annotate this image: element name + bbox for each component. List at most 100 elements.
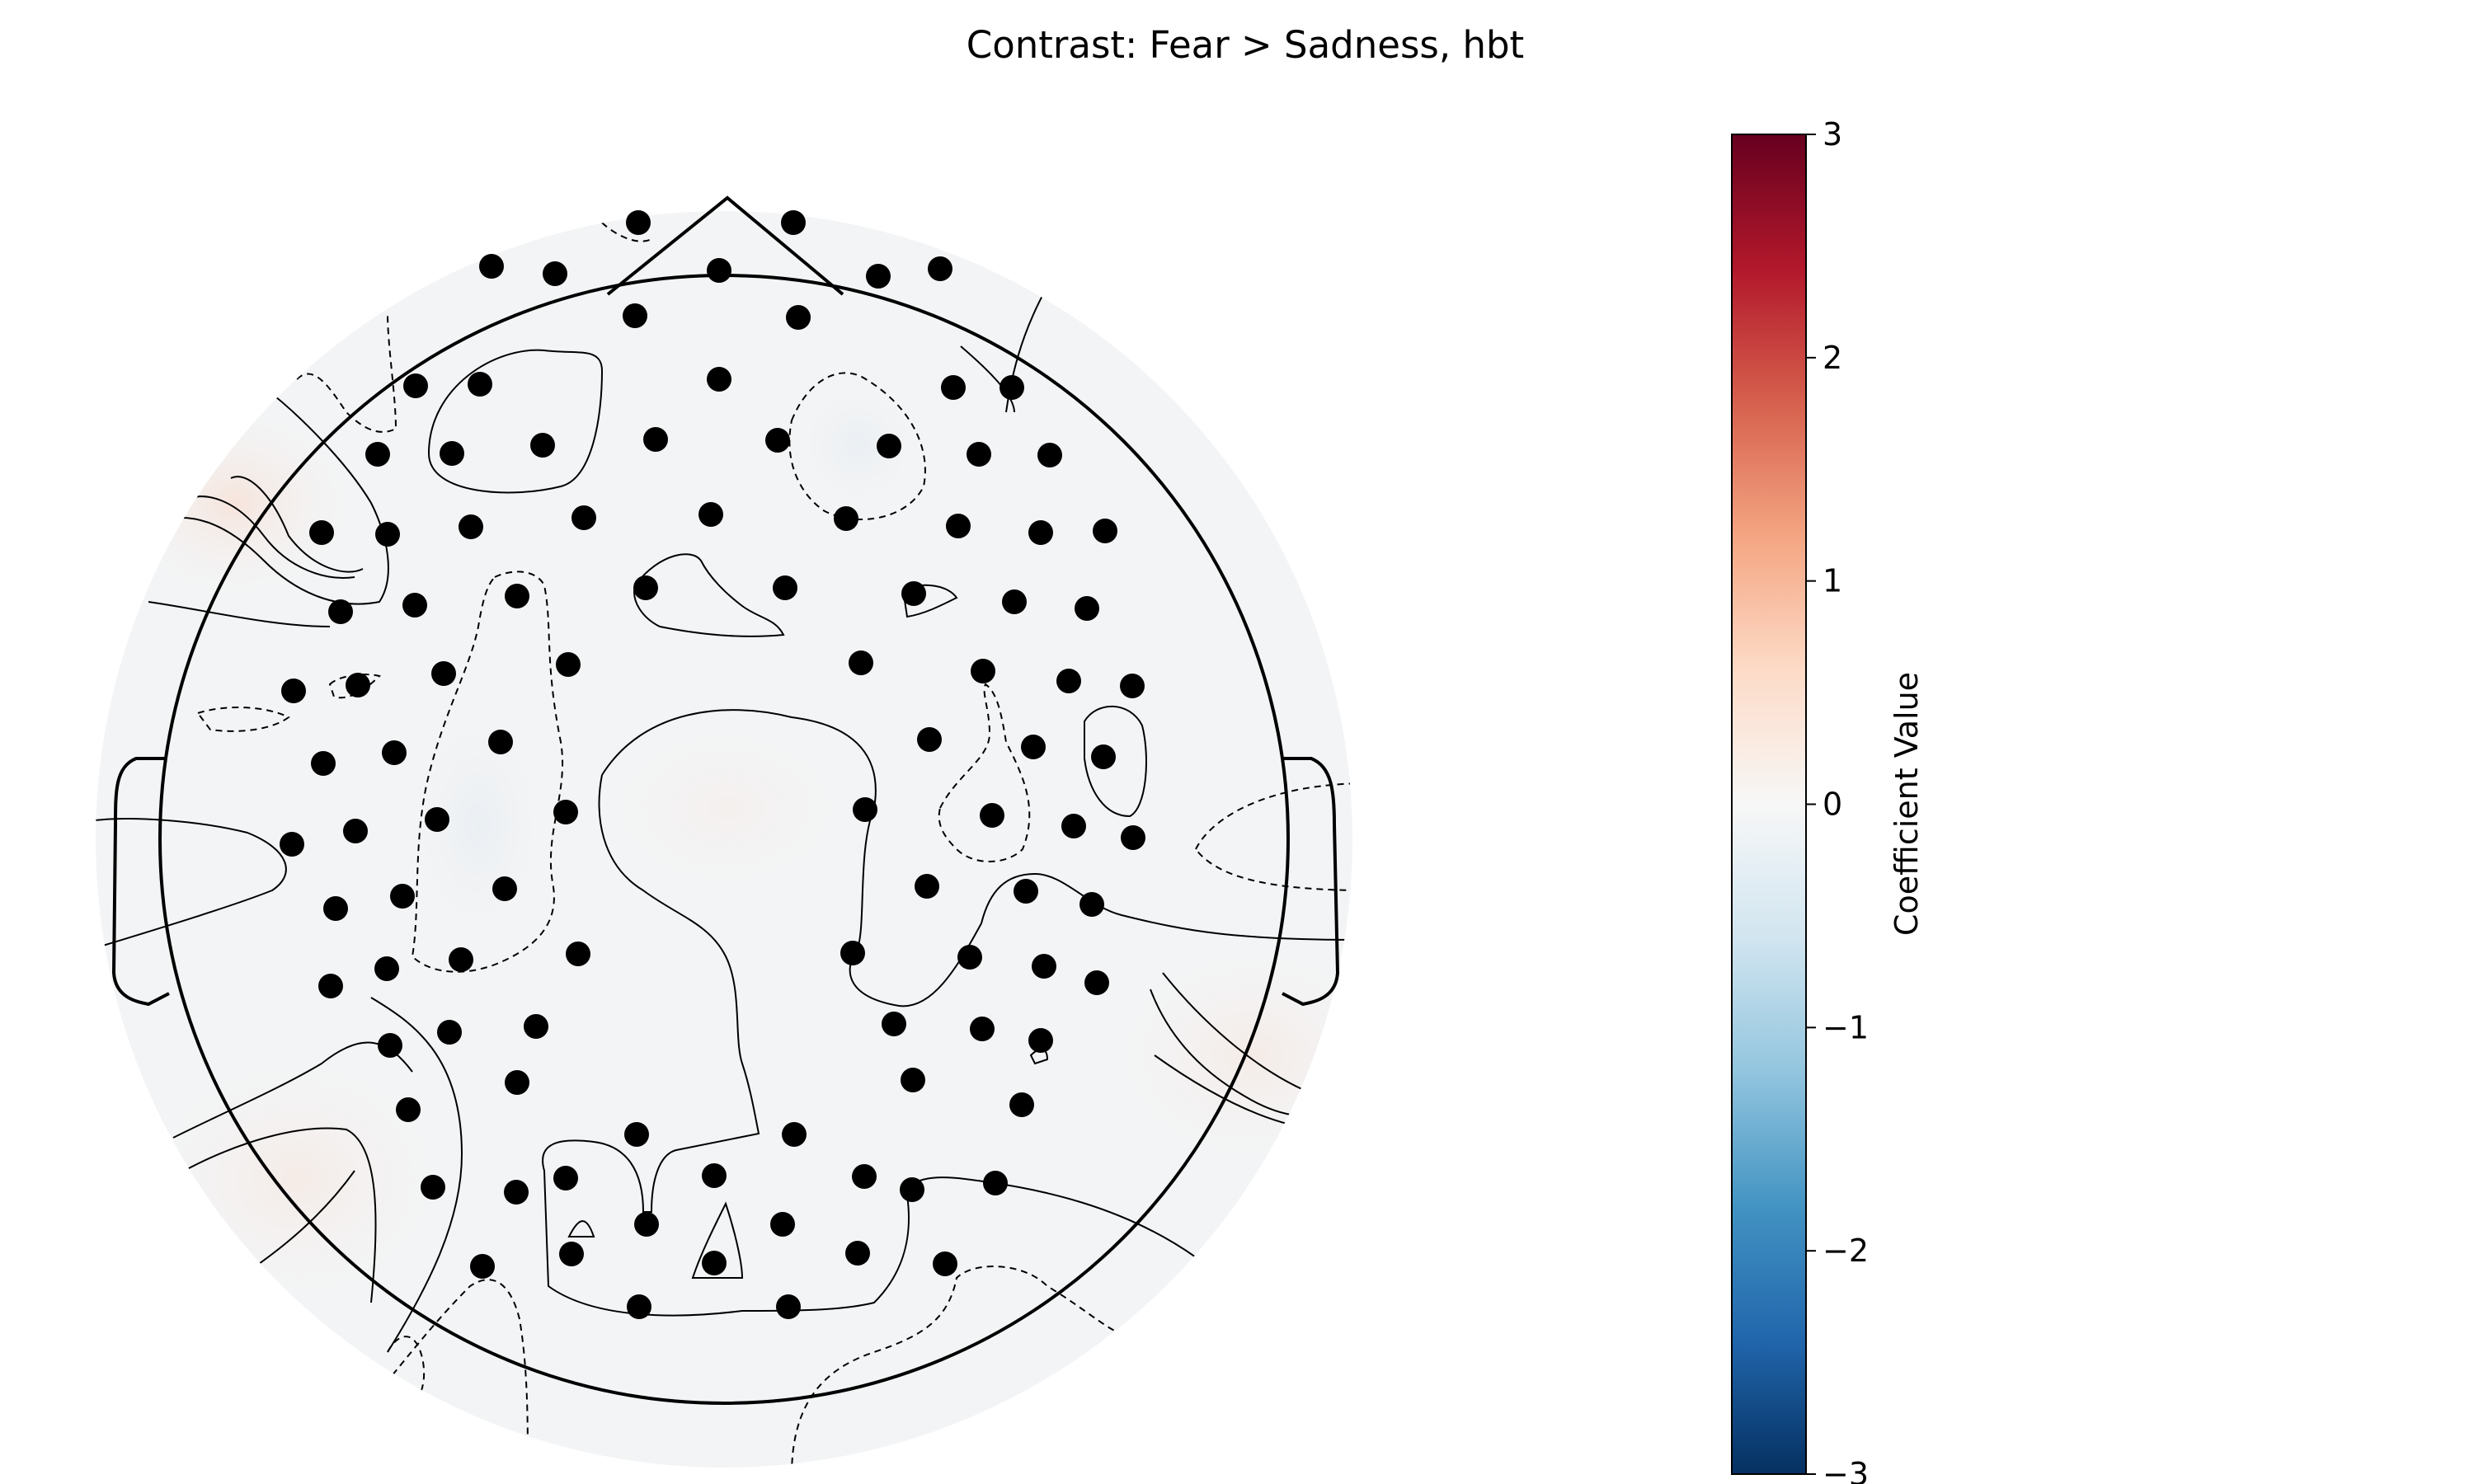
sensor-dot xyxy=(504,1180,529,1205)
sensor-dot xyxy=(1091,744,1116,769)
sensor-dot xyxy=(845,1241,870,1266)
contour-line xyxy=(960,345,1015,413)
sensor-dot xyxy=(1002,589,1027,614)
colorbar-tick-label: 0 xyxy=(1823,787,1842,823)
sensor-dot xyxy=(530,433,555,458)
sensor-dot xyxy=(626,210,651,235)
sensor-dot xyxy=(707,258,731,283)
sensor-dot xyxy=(390,884,415,909)
warm-region-right-posterior xyxy=(1105,940,1352,1171)
contour-line xyxy=(96,818,287,949)
sensor-dot xyxy=(556,652,581,677)
contour-line xyxy=(567,1220,595,1237)
sensor-dot xyxy=(488,730,513,754)
sensor-dot xyxy=(634,1212,659,1237)
sensor-dot xyxy=(901,1068,925,1092)
sensor-dot xyxy=(1014,879,1038,904)
sensor-dot xyxy=(643,427,668,452)
left-ear-outline xyxy=(111,757,170,1007)
sensor-dot xyxy=(421,1175,445,1200)
sensor-dot xyxy=(382,740,407,765)
sensor-dot xyxy=(1009,1092,1034,1117)
sensor-dot xyxy=(698,502,723,527)
sensor-dot xyxy=(403,373,428,398)
contour-line xyxy=(176,495,355,579)
sensor-dot xyxy=(624,1122,649,1147)
contour-line-negative xyxy=(601,222,652,242)
sensor-dot xyxy=(437,1020,462,1045)
sensor-dot xyxy=(479,254,504,279)
sensor-dot xyxy=(623,303,647,328)
sensor-dot xyxy=(553,1166,578,1190)
contour-line xyxy=(901,584,958,618)
sensor-dot xyxy=(559,1242,584,1266)
sensor-dot xyxy=(374,956,399,981)
negative-contour-lines xyxy=(196,222,1352,1468)
sensor-dot xyxy=(773,575,797,600)
sensor-dot xyxy=(782,1122,807,1147)
sensor-dot xyxy=(470,1254,495,1279)
sensor-dot xyxy=(967,442,991,467)
sensor-dot xyxy=(1028,1028,1053,1053)
contour-line-negative xyxy=(788,372,926,520)
sensor-dot xyxy=(781,210,806,235)
sensor-dot xyxy=(346,673,370,697)
contour-line xyxy=(601,709,1352,1007)
sensor-dot xyxy=(1093,519,1117,543)
sensor-dot xyxy=(492,876,517,901)
contour-line xyxy=(139,387,389,605)
sensor-dot xyxy=(915,874,939,899)
sensor-dot xyxy=(1037,443,1062,467)
nose-outline xyxy=(606,195,844,296)
sensor-dot xyxy=(882,1012,906,1036)
sensor-dot xyxy=(776,1294,801,1319)
sensor-dot xyxy=(459,514,483,539)
sensor-dot xyxy=(505,584,529,608)
contour-line xyxy=(156,1127,377,1303)
sensor-dot xyxy=(343,819,368,843)
colorbar-tick-label: 3 xyxy=(1823,116,1842,153)
sensor-dot xyxy=(627,1294,651,1319)
colorbar-tick-label: 1 xyxy=(1823,563,1842,599)
sensor-dot xyxy=(449,947,473,972)
sensor-dot xyxy=(1056,669,1081,693)
contour-line-negative xyxy=(354,1279,529,1468)
sensor-dot xyxy=(309,520,334,545)
cool-region-left-central xyxy=(396,684,561,965)
warm-region-left-frontal xyxy=(111,404,359,602)
sensor-dot xyxy=(280,832,304,857)
contour-line xyxy=(633,553,785,637)
chart-title: Contrast: Fear > Sadness, hbt xyxy=(967,23,1524,67)
sensor-dot xyxy=(318,974,343,998)
sensor-dot xyxy=(900,1177,924,1202)
sensor-dot xyxy=(901,581,926,606)
contour-line xyxy=(230,476,364,573)
sensor-dot xyxy=(1120,674,1145,698)
sensor-dot xyxy=(933,1252,957,1276)
sensor-dot xyxy=(378,1033,402,1058)
sensor-dot xyxy=(917,727,942,752)
sensor-markers xyxy=(280,210,1145,1319)
contour-line-negative xyxy=(387,1336,426,1402)
sensor-dot xyxy=(707,367,731,392)
sensor-dot xyxy=(468,372,492,397)
sensor-dot xyxy=(946,514,971,538)
contour-line-negative xyxy=(296,312,397,433)
sensor-dot xyxy=(941,375,966,400)
sensor-dot xyxy=(866,264,891,289)
sensor-dot xyxy=(1028,520,1053,545)
sensor-dot xyxy=(425,807,449,832)
sensor-dot xyxy=(999,375,1024,400)
contour-line-negative xyxy=(411,571,564,973)
sensor-dot xyxy=(983,1171,1008,1195)
colorbar-label: Coefficient Value xyxy=(1888,672,1925,936)
sensor-dot xyxy=(702,1251,727,1275)
sensor-dot xyxy=(633,575,658,600)
right-ear-outline xyxy=(1282,757,1340,1007)
sensor-dot xyxy=(1061,814,1086,838)
sensor-dot xyxy=(328,599,353,624)
contour-line xyxy=(1084,705,1147,818)
contour-line-negative xyxy=(196,707,290,732)
sensor-dot xyxy=(543,261,567,286)
sensor-dot xyxy=(1121,825,1145,850)
